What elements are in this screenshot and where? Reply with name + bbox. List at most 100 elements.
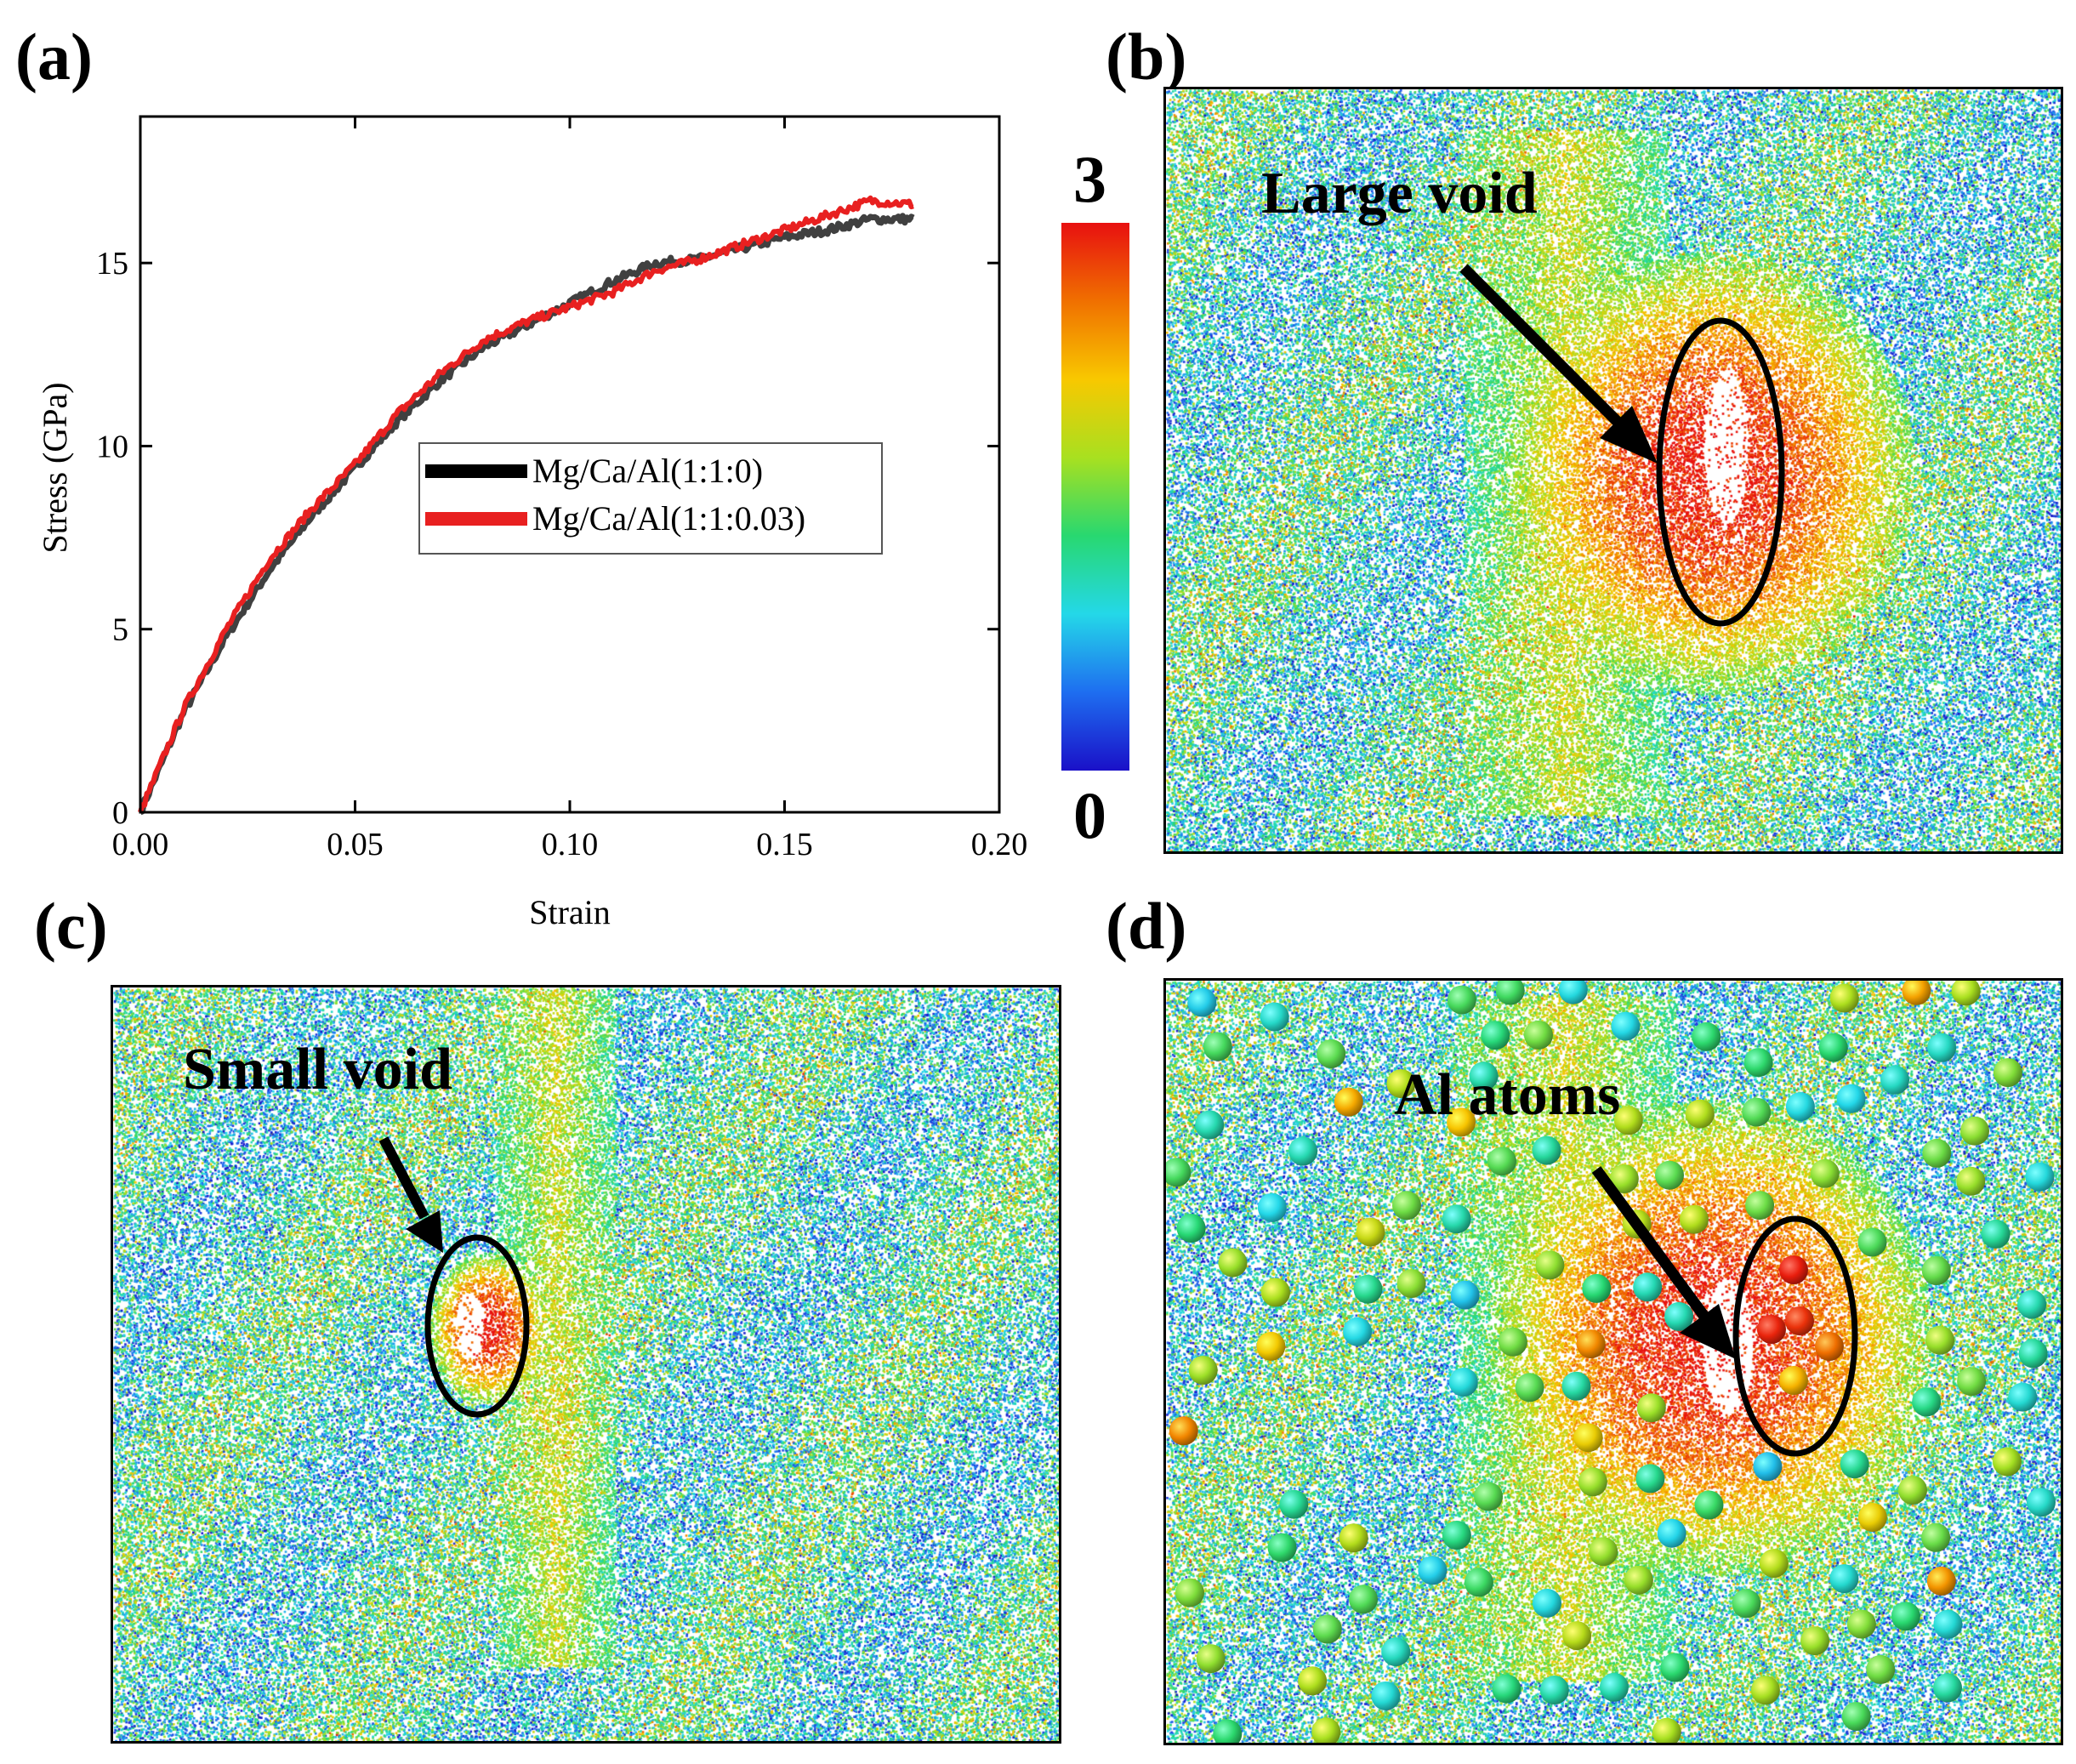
al-atom-sphere (1169, 1416, 1198, 1446)
al-atom-sphere (1317, 1039, 1346, 1068)
al-atom-sphere (1288, 1136, 1318, 1166)
x-axis-label: Strain (529, 893, 611, 931)
al-atom-sphere (1732, 1589, 1761, 1619)
colorbar-max-label: 3 (1073, 142, 1106, 216)
al-atom-sphere (1779, 1255, 1808, 1284)
al-atom-sphere (1624, 1565, 1653, 1595)
al-atom-sphere (1533, 1588, 1561, 1618)
annotation-overlay-c (378, 1136, 530, 1418)
al-atom-sphere (1279, 1489, 1309, 1519)
colorbar-min-label: 0 (1073, 778, 1106, 852)
al-atom-sphere (1921, 1522, 1951, 1552)
colorbar (1061, 223, 1129, 771)
al-atom-sphere (1474, 1482, 1503, 1511)
al-atom-sphere (1846, 1609, 1876, 1639)
al-atom-sphere (1891, 1602, 1920, 1631)
al-atom-sphere (1609, 1164, 1639, 1193)
snapshot-large-void: Large void (1163, 87, 2063, 854)
al-atom-sphere (1448, 1368, 1478, 1397)
al-atom-sphere (1611, 1011, 1641, 1041)
annotation-overlay-d (1591, 1166, 1858, 1457)
al-atom-sphere (1260, 1002, 1289, 1032)
al-atom-sphere (1818, 1033, 1848, 1062)
arrow-line-c (378, 1136, 429, 1220)
al-atom-sphere (1779, 1366, 1808, 1395)
al-atom-sphere (1464, 1568, 1493, 1597)
al-atom-sphere (1386, 1069, 1416, 1099)
al-atom-sphere (1836, 1084, 1866, 1113)
arrow-head-b (1600, 406, 1658, 464)
al-atom-sphere (1582, 1273, 1612, 1303)
al-atom-sphere (1188, 1356, 1218, 1385)
al-atom-sphere (1339, 1523, 1368, 1553)
arrow-head-c (406, 1210, 443, 1253)
annotation-overlay-b (1459, 264, 1785, 627)
al-atom-sphere (1298, 1666, 1328, 1696)
al-atom-sphere (1371, 1681, 1401, 1710)
al-atom-sphere (1742, 1097, 1772, 1127)
arrow-head-d (1680, 1304, 1736, 1359)
al-atom-sphere (1926, 1566, 1956, 1596)
panel-label-b: (b) (1106, 20, 1187, 94)
al-atom-sphere (1902, 981, 1931, 1005)
al-atom-sphere (1657, 1518, 1686, 1548)
al-atom-sphere (1880, 1065, 1909, 1095)
al-atom-sphere (1257, 1192, 1287, 1222)
al-atom-sphere (1840, 1449, 1869, 1479)
al-atom-sphere (1866, 1654, 1896, 1684)
al-atom-sphere (1392, 1191, 1421, 1221)
al-atom-sphere (1175, 1578, 1204, 1608)
y-tick-label: 5 (112, 612, 128, 648)
chart-legend: Mg/Ca/Al(1:1:0) Mg/Ca/Al(1:1:0.03) (418, 442, 883, 555)
al-atom-sphere (1498, 1327, 1527, 1357)
legend-entry-series-2: Mg/Ca/Al(1:1:0.03) (425, 502, 805, 536)
al-atom-sphere (1218, 1248, 1248, 1277)
al-atom-sphere (1481, 1021, 1510, 1050)
void-ellipse-c (424, 1234, 530, 1418)
al-atom-sphere (1589, 1537, 1618, 1567)
al-atom-sphere (1655, 1160, 1684, 1190)
al-atom-sphere (1785, 1092, 1815, 1122)
al-atom-sphere (1685, 1099, 1715, 1129)
arrow-line-b (1459, 264, 1630, 434)
x-tick-label: 0.05 (327, 827, 384, 862)
al-atom-sphere (1841, 1702, 1871, 1731)
al-atom-sphere (1539, 1676, 1569, 1704)
series-line-1 (139, 213, 915, 816)
al-atom-sphere (1810, 1158, 1840, 1188)
al-atom-sphere (1750, 1676, 1780, 1705)
al-atom-sphere (1745, 1191, 1775, 1221)
al-atom-sphere (1334, 1087, 1363, 1117)
al-atom-sphere (1692, 1021, 1721, 1051)
al-atom-sphere (1694, 1490, 1724, 1520)
al-atom-sphere (1857, 1227, 1887, 1257)
al-atom-sphere (1652, 1717, 1681, 1743)
al-atom-sphere (1829, 1564, 1859, 1594)
al-atom-sphere (1187, 987, 1217, 1017)
al-atom-sphere (1898, 1476, 1927, 1505)
al-atom-sphere (1469, 1061, 1499, 1091)
al-atom-sphere (1664, 1301, 1694, 1331)
al-atom-sphere (1450, 1280, 1480, 1310)
legend-swatch-series-2 (425, 512, 527, 526)
panel-label-d: (d) (1106, 889, 1187, 963)
al-atom-sphere (1660, 1653, 1690, 1682)
al-atom-sphere (1933, 1609, 1963, 1639)
al-atom-sphere (1757, 1315, 1786, 1344)
snapshot-small-void: Small void (111, 985, 1061, 1744)
arrow-line-d (1591, 1166, 1710, 1321)
al-atom-sphere (1613, 1106, 1643, 1135)
al-atom-sphere (1912, 1387, 1942, 1417)
al-atom-sphere (2027, 1488, 2056, 1517)
al-atom-sphere (1381, 1637, 1411, 1667)
al-atom-sphere (1981, 1219, 2011, 1249)
al-atom-sphere (1343, 1317, 1373, 1346)
al-atom-spheres (1166, 981, 2056, 1743)
al-atom-sphere (1196, 1644, 1226, 1674)
al-atom-sphere (1203, 1032, 1232, 1061)
al-atom-sphere (1925, 1325, 1955, 1355)
al-atom-sphere (1927, 1033, 1957, 1062)
al-atom-sphere (2008, 1382, 2038, 1412)
atom-field-c (113, 987, 1059, 1741)
al-atom-sphere (1515, 1373, 1544, 1403)
